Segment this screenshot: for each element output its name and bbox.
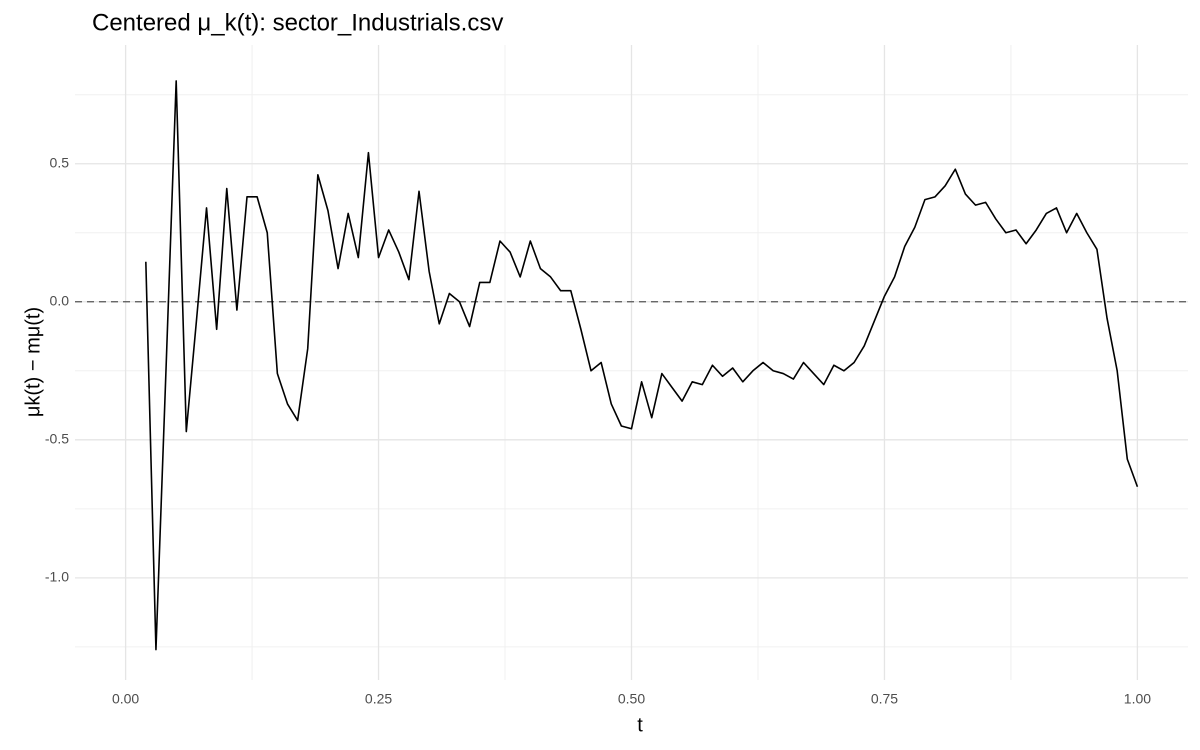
x-tick-label: 0.00 — [112, 691, 139, 707]
y-tick-label: -0.5 — [45, 431, 69, 447]
x-tick-label: 1.00 — [1124, 691, 1151, 707]
y-tick-label: 0.5 — [50, 154, 70, 170]
chart-title: Centered μ_k(t): sector_Industrials.csv — [92, 9, 503, 36]
line — [145, 80, 1139, 651]
x-tick-label: 0.25 — [365, 691, 392, 707]
x-axis-label: t — [637, 714, 643, 736]
x-tick-label: 0.50 — [618, 691, 645, 707]
y-tick-label: -1.0 — [45, 569, 69, 585]
y-axis-label: μk(t) − mμ(t) — [22, 307, 44, 417]
y-tick-label: 0.0 — [50, 292, 70, 308]
x-tick-label: 0.75 — [871, 691, 898, 707]
